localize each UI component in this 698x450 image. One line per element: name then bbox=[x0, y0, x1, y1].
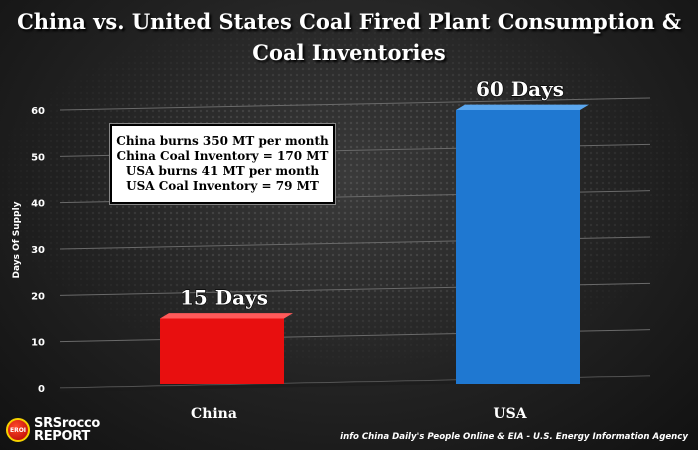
data-label-china: 15 Days bbox=[180, 286, 268, 310]
y-tick-label: 60 bbox=[31, 106, 45, 117]
info-line-usa-burn: USA burns 41 MT per month bbox=[125, 164, 320, 178]
eroi-badge-icon: EROI bbox=[6, 418, 30, 442]
bar-top-china bbox=[160, 313, 293, 319]
info-line-china-burn: China burns 350 MT per month bbox=[116, 134, 329, 148]
x-axis-labels: China USA bbox=[191, 406, 528, 422]
info-line-usa-inventory: USA Coal Inventory = 79 MT bbox=[126, 179, 319, 193]
y-tick-label: 40 bbox=[31, 199, 45, 210]
srsrocco-logo: EROI SRSrocco REPORT bbox=[6, 416, 100, 444]
y-axis-label: Days Of Supply bbox=[12, 201, 22, 279]
y-tick-label: 10 bbox=[31, 338, 45, 349]
y-tick-label: 0 bbox=[38, 384, 45, 395]
chart-title-line-1: China vs. United States Coal Fired Plant… bbox=[17, 9, 681, 34]
y-tick-label: 50 bbox=[31, 152, 45, 163]
chart-title-line-2: Coal Inventories bbox=[252, 40, 446, 65]
x-tick-label-china: China bbox=[191, 406, 237, 422]
logo-line-1: SRSrocco bbox=[34, 416, 101, 431]
bars: 15 Days 60 Days bbox=[160, 76, 589, 384]
x-tick-label-usa: USA bbox=[493, 406, 527, 422]
y-tick-label: 30 bbox=[31, 245, 45, 256]
logo-text: SRSrocco REPORT bbox=[34, 417, 100, 443]
bar-usa bbox=[456, 110, 580, 384]
info-line-china-inventory: China Coal Inventory = 170 MT bbox=[116, 149, 329, 163]
bar-top-usa bbox=[456, 104, 589, 110]
bar-china bbox=[160, 318, 284, 384]
logo-line-2: REPORT bbox=[34, 429, 90, 444]
y-axis-ticks: 0 10 20 30 40 50 60 bbox=[31, 106, 45, 395]
gridline bbox=[59, 97, 651, 111]
y-tick-label: 20 bbox=[31, 291, 45, 302]
data-label-usa: 60 Days bbox=[476, 77, 564, 101]
source-note: info China Daily's People Online & EIA -… bbox=[340, 432, 688, 442]
chart-title: China vs. United States Coal Fired Plant… bbox=[0, 6, 698, 68]
info-box: China burns 350 MT per month China Coal … bbox=[110, 124, 335, 204]
